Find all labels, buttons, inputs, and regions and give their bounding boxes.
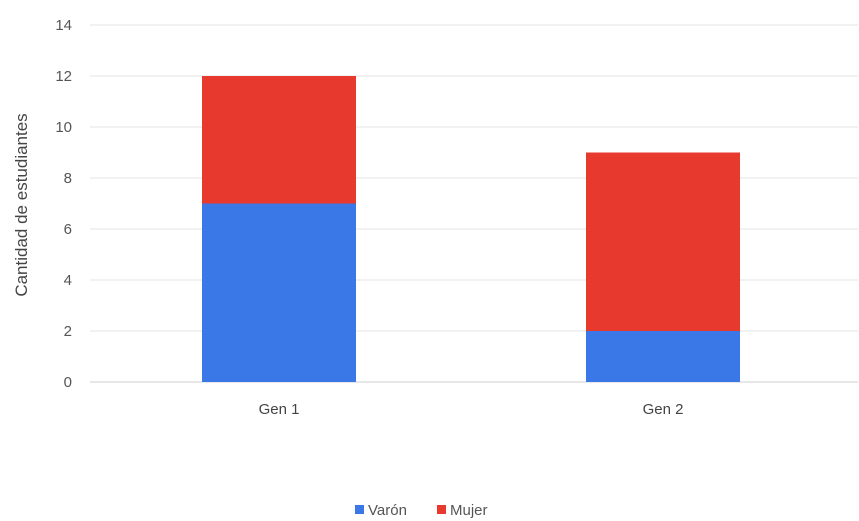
bar-var-n-gen-1	[202, 203, 356, 382]
y-axis-ticks: 0 2 4 6 8 10 12 14	[55, 17, 72, 391]
y-tick-label: 8	[64, 170, 72, 187]
y-tick-label: 6	[64, 221, 72, 238]
y-tick-label: 10	[55, 119, 72, 136]
y-axis-label: Cantidad de estudiantes	[12, 113, 31, 296]
legend-label: Mujer	[450, 502, 488, 519]
y-tick-label: 0	[64, 374, 72, 391]
y-tick-label: 12	[55, 68, 72, 85]
legend-swatch	[437, 505, 446, 514]
bar-mujer-gen-2	[586, 152, 740, 331]
y-tick-label: 2	[64, 323, 72, 340]
legend-label: Varón	[368, 502, 407, 519]
bar-var-n-gen-2	[586, 331, 740, 382]
bar-mujer-gen-1	[202, 76, 356, 204]
legend-swatch	[355, 505, 364, 514]
x-tick-label: Gen 1	[259, 401, 300, 418]
x-tick-label: Gen 2	[643, 401, 684, 418]
y-tick-label: 14	[55, 17, 72, 34]
x-axis-ticks: Gen 1 Gen 2	[259, 401, 684, 418]
bars	[202, 76, 740, 382]
y-tick-label: 4	[64, 272, 72, 289]
legend: Varón Mujer	[355, 502, 488, 519]
